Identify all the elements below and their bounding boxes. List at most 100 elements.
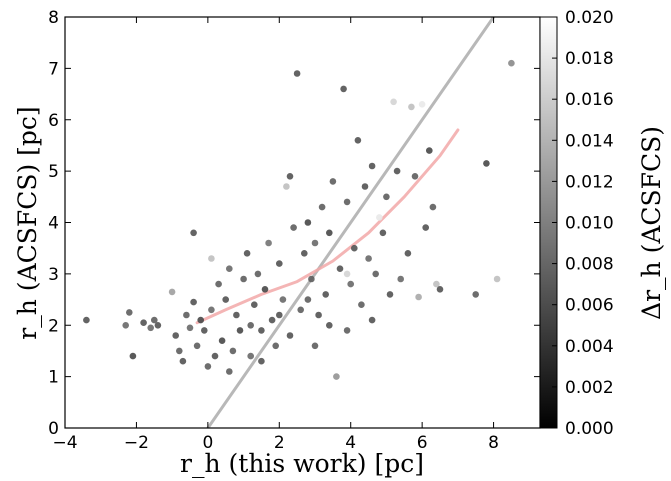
colorbar-tick-label: 0.000 <box>565 419 614 439</box>
data-point <box>276 260 283 267</box>
data-point <box>183 311 190 319</box>
colorbar-tick-label: 0.004 <box>565 337 614 357</box>
data-point <box>493 275 501 283</box>
data-point <box>365 255 372 262</box>
x-tick-label: 4 <box>345 433 356 453</box>
data-point <box>226 265 233 273</box>
y-tick-label: 7 <box>48 59 59 79</box>
data-point <box>286 332 294 339</box>
data-point <box>208 306 215 314</box>
data-point <box>83 316 90 324</box>
data-point <box>326 322 333 329</box>
x-axis-title: r_h (this work) [pc] <box>180 449 424 478</box>
data-point <box>343 270 351 278</box>
data-point <box>276 311 283 319</box>
data-point <box>211 352 219 360</box>
data-point <box>122 322 129 329</box>
data-point <box>426 147 433 154</box>
data-point <box>311 342 319 350</box>
colorbar-tick-label: 0.012 <box>565 172 614 192</box>
data-point <box>340 85 347 93</box>
data-point <box>308 275 315 283</box>
data-point <box>247 352 254 360</box>
data-point <box>151 316 158 324</box>
data-point <box>304 296 312 303</box>
data-point <box>226 368 233 375</box>
data-point <box>436 286 444 293</box>
data-point <box>251 301 258 309</box>
x-tick-label: −2 <box>124 433 149 453</box>
data-point <box>418 101 426 108</box>
data-point <box>379 229 387 237</box>
data-point <box>190 298 197 306</box>
colorbar-tick-label: 0.008 <box>565 255 614 275</box>
data-point <box>304 219 312 226</box>
data-point <box>358 301 365 309</box>
colorbar-tick-label: 0.020 <box>565 8 614 28</box>
x-tick-label: 6 <box>417 433 428 453</box>
data-point <box>258 327 265 334</box>
reference-lines <box>195 17 496 428</box>
data-point <box>204 363 212 370</box>
data-point <box>326 229 333 237</box>
data-point <box>254 270 262 278</box>
colorbar-axis: 0.000 0.002 0.004 0.006 0.008 0.010 0.012 0.014… <box>552 8 614 439</box>
data-point <box>322 291 330 298</box>
colorbar-tick-label: 0.010 <box>565 214 614 234</box>
data-point <box>240 275 247 283</box>
data-point <box>293 70 301 77</box>
y-tick-label: 8 <box>48 8 59 28</box>
colorbar-tick-label: 0.002 <box>565 378 614 398</box>
y-tick-label: 3 <box>48 265 59 285</box>
data-point <box>361 183 369 190</box>
y-tick-label: 1 <box>48 368 59 388</box>
data-point <box>201 327 208 334</box>
data-point <box>301 250 308 257</box>
data-point <box>272 342 280 350</box>
data-point <box>336 265 344 273</box>
data-point <box>311 239 319 247</box>
data-point <box>279 296 287 303</box>
data-point <box>329 178 337 185</box>
data-point <box>215 280 222 288</box>
data-point <box>179 357 187 365</box>
data-point <box>415 293 422 301</box>
data-point <box>343 198 351 206</box>
colorbar-tick-label: 0.014 <box>565 131 614 151</box>
data-point <box>176 347 183 355</box>
data-point <box>411 173 419 180</box>
data-point <box>508 59 515 67</box>
data-point <box>147 324 154 332</box>
data-point <box>376 214 383 221</box>
data-point <box>265 239 272 247</box>
data-points <box>83 59 515 380</box>
one-to-one-line <box>206 17 496 428</box>
x-tick-label: 0 <box>202 433 213 453</box>
data-point <box>404 250 412 257</box>
data-point <box>347 280 355 288</box>
data-point <box>190 229 197 237</box>
data-point <box>318 203 326 211</box>
data-point <box>233 311 240 319</box>
colorbar-tick-label: 0.016 <box>565 90 614 110</box>
y-tick-label: 4 <box>48 214 59 234</box>
y-axis: 0 1 2 3 4 5 6 7 8 <box>48 8 540 439</box>
colorbar-title: Δr_h (ACSFCS) <box>637 126 666 320</box>
data-point <box>168 288 176 296</box>
data-point <box>368 162 376 170</box>
data-point <box>333 373 340 380</box>
data-point <box>218 337 226 345</box>
y-tick-label: 2 <box>48 316 59 336</box>
data-point <box>236 327 244 334</box>
data-point <box>315 311 322 319</box>
data-point <box>261 286 269 293</box>
x-axis: −4 −2 0 2 4 6 8 <box>52 17 499 453</box>
data-point <box>343 327 351 334</box>
colorbar-tick-label: 0.018 <box>565 49 614 69</box>
data-point <box>390 98 397 106</box>
data-point <box>368 316 376 324</box>
data-point <box>397 275 405 283</box>
data-point <box>258 357 265 365</box>
data-point <box>140 319 147 327</box>
data-point <box>383 193 390 201</box>
